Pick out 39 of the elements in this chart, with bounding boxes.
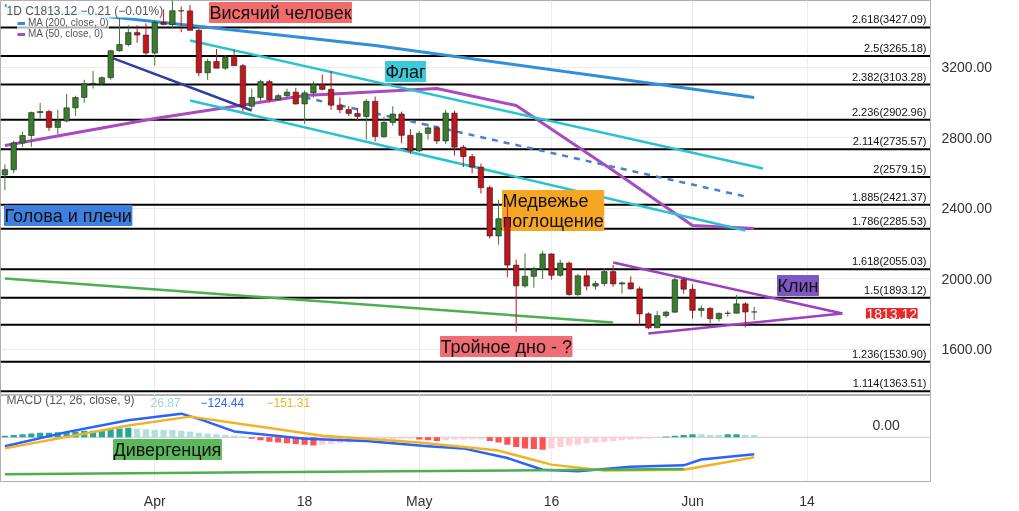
annotation: Клин <box>777 275 819 296</box>
text: −151.31 <box>266 395 311 410</box>
text: −124.44 <box>200 395 245 410</box>
ref-line-label: 1.5(1893.12) <box>864 283 927 296</box>
ref-line-label: 1.236(1530.90) <box>851 347 927 360</box>
ref-line-label: 1.114(1363.51) <box>852 377 927 390</box>
legend-label: MA (50, close, 0) <box>28 28 104 39</box>
annotation: Медвежье поглощение <box>502 190 604 231</box>
x-tick-label: 18 <box>296 492 313 509</box>
text: 26.87 <box>150 395 181 410</box>
ref-line-label: 1.618(2055.03) <box>851 255 927 268</box>
x-tick-label: Jun <box>681 492 704 509</box>
ref-line-label: 2(2579.15) <box>873 162 927 175</box>
chart-title: 1D C1813.12 −0.21 (−0.01%) <box>6 3 164 18</box>
ref-line-label: 2.5(3265.18) <box>864 41 927 54</box>
y-tick-label: 3200.00 <box>941 59 993 76</box>
ref-line-label: 2.618(3427.09) <box>851 13 927 26</box>
ref-line-label: 1.885(2421.37) <box>851 190 927 203</box>
annotation: 0.00 <box>872 416 900 433</box>
annotation: Висячий человек <box>209 2 352 23</box>
ref-line-label: 1.786(2285.53) <box>851 214 927 227</box>
annotation: 1813.12 <box>866 305 918 322</box>
y-tick-label: 2000.00 <box>941 270 993 287</box>
ref-line-label: 2.382(3103.28) <box>851 70 927 83</box>
y-tick-label: 2400.00 <box>941 200 993 217</box>
annotation: Голова и плечи <box>4 205 132 226</box>
ref-line-label: 2.236(2902.96) <box>851 105 927 118</box>
legend-label: MA (200, close, 0) <box>28 17 109 28</box>
x-tick-label: 14 <box>799 492 816 509</box>
annotation: Флаг <box>385 61 427 82</box>
x-tick-label: May <box>406 492 433 509</box>
ref-line-label: 2.114(2735.57) <box>852 135 927 148</box>
chart-title: MACD (12, 26, close, 9) <box>6 392 135 407</box>
annotation: Тройное дно - ? <box>440 336 572 357</box>
annotation: Дивергенция <box>113 439 222 460</box>
x-tick-label: 16 <box>543 492 560 509</box>
y-tick-label: 1600.00 <box>941 341 993 358</box>
y-tick-label: 2800.00 <box>941 129 993 146</box>
x-tick-label: Apr <box>143 492 166 509</box>
